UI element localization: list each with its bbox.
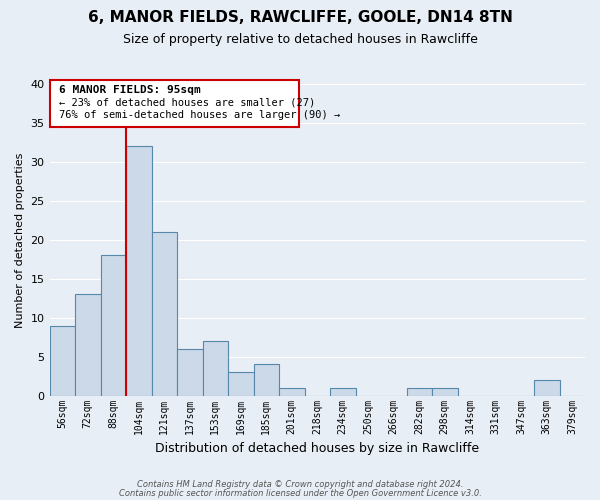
Bar: [101, 256, 126, 396]
Bar: [50, 326, 75, 396]
Text: 76% of semi-detached houses are larger (90) →: 76% of semi-detached houses are larger (…: [59, 110, 340, 120]
Text: Size of property relative to detached houses in Rawcliffe: Size of property relative to detached ho…: [122, 32, 478, 46]
Bar: [126, 146, 152, 396]
Text: Contains public sector information licensed under the Open Government Licence v3: Contains public sector information licen…: [119, 489, 481, 498]
Bar: [534, 380, 560, 396]
Bar: [75, 294, 101, 396]
Bar: [254, 364, 279, 396]
Text: 6 MANOR FIELDS: 95sqm: 6 MANOR FIELDS: 95sqm: [59, 85, 200, 95]
Bar: [279, 388, 305, 396]
X-axis label: Distribution of detached houses by size in Rawcliffe: Distribution of detached houses by size …: [155, 442, 479, 455]
Y-axis label: Number of detached properties: Number of detached properties: [15, 152, 25, 328]
Text: ← 23% of detached houses are smaller (27): ← 23% of detached houses are smaller (27…: [59, 98, 315, 108]
Bar: [432, 388, 458, 396]
Bar: [407, 388, 432, 396]
Bar: [228, 372, 254, 396]
Text: Contains HM Land Registry data © Crown copyright and database right 2024.: Contains HM Land Registry data © Crown c…: [137, 480, 463, 489]
Bar: [203, 341, 228, 396]
Bar: [330, 388, 356, 396]
Bar: [152, 232, 177, 396]
Bar: [177, 349, 203, 396]
Text: 6, MANOR FIELDS, RAWCLIFFE, GOOLE, DN14 8TN: 6, MANOR FIELDS, RAWCLIFFE, GOOLE, DN14 …: [88, 10, 512, 25]
